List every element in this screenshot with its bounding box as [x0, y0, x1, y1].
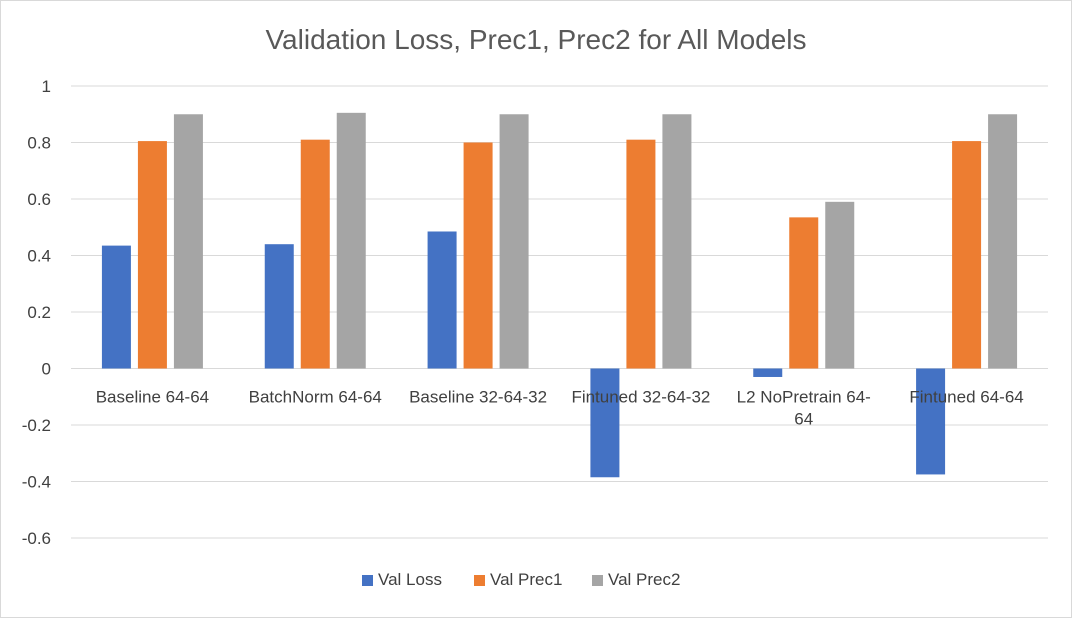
- y-tick-label: -0.2: [22, 416, 51, 435]
- bar: [662, 114, 692, 369]
- category-label-line: Baseline 32-64-32: [409, 388, 547, 407]
- bar: [825, 201, 855, 369]
- y-tick-label: 0.8: [27, 134, 51, 153]
- category-label: Baseline 64-64: [96, 388, 209, 407]
- category-label-line: 64: [794, 410, 813, 429]
- legend-swatch: [592, 575, 603, 586]
- bar: [626, 139, 656, 369]
- bar: [499, 114, 529, 369]
- category-label: BatchNorm 64-64: [249, 388, 382, 407]
- category-label: L2 NoPretrain 64- 64: [737, 388, 871, 429]
- legend-swatch: [362, 575, 373, 586]
- bar: [300, 139, 330, 369]
- y-tick-label: 0.6: [27, 190, 51, 209]
- bar: [952, 141, 982, 369]
- bar: [137, 141, 167, 369]
- y-axis-ticks: 1 0.8 0.6 0.4 0.2 0 -0.2 -0.4 -0.6: [22, 77, 51, 548]
- gridlines: [71, 85, 1048, 539]
- bar: [427, 231, 457, 369]
- category-label-line: Fintuned 32-64-32: [571, 388, 710, 407]
- bar: [173, 114, 203, 369]
- category-label: Baseline 32-64-32: [409, 388, 547, 407]
- y-tick-label: -0.6: [22, 529, 51, 548]
- y-tick-label: 1: [42, 77, 51, 96]
- category-labels: Baseline 64-64 BatchNorm 64-64 Baseline 32…: [96, 388, 1024, 429]
- y-tick-label: 0.2: [27, 303, 51, 322]
- category-label-line: BatchNorm 64-64: [249, 388, 382, 407]
- bar: [463, 142, 493, 369]
- bars: [101, 112, 1018, 478]
- legend-label: Val Prec1: [490, 570, 562, 589]
- bar: [789, 217, 819, 369]
- bar: [590, 368, 620, 478]
- y-tick-label: 0.4: [27, 247, 51, 266]
- legend-swatch: [474, 575, 485, 586]
- bar: [916, 368, 946, 475]
- y-tick-label: 0: [42, 360, 51, 379]
- category-label: Fintuned 64-64: [909, 388, 1023, 407]
- chart-title: Validation Loss, Prec1, Prec2 for All Mo…: [265, 24, 806, 55]
- bar: [753, 368, 783, 377]
- category-label-line: Fintuned 64-64: [909, 388, 1023, 407]
- legend: Val Loss Val Prec1 Val Prec2: [362, 570, 680, 589]
- category-label-line: L2 NoPretrain 64-: [737, 388, 871, 407]
- bar: [101, 245, 131, 369]
- bar: [336, 112, 366, 369]
- legend-label: Val Loss: [378, 570, 442, 589]
- y-tick-label: -0.4: [22, 473, 51, 492]
- bar: [988, 114, 1018, 369]
- bar: [264, 244, 294, 369]
- category-label-line: Baseline 64-64: [96, 388, 209, 407]
- legend-label: Val Prec2: [608, 570, 680, 589]
- category-label: Fintuned 32-64-32: [571, 388, 710, 407]
